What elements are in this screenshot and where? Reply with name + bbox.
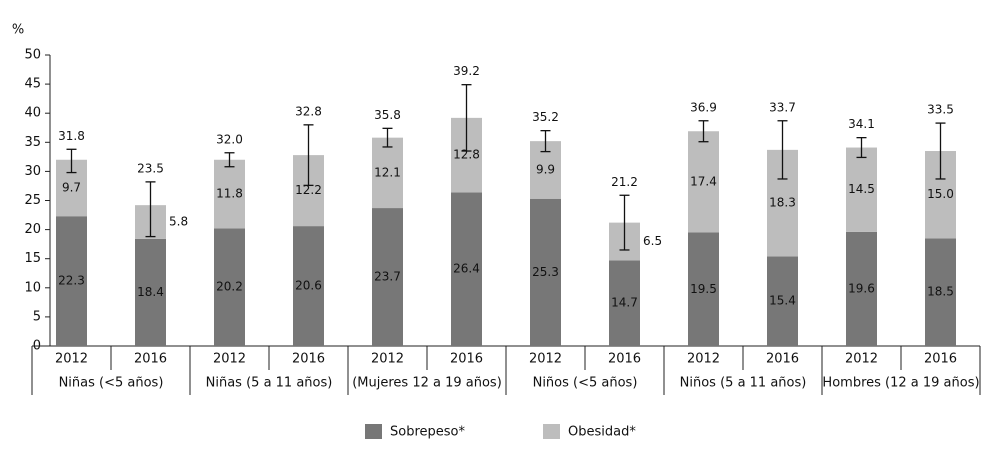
x-tick-label: 2016 [924, 352, 957, 367]
total-label: 23.5 [137, 161, 164, 175]
total-label: 33.7 [769, 100, 796, 114]
legend-label: Obesidad* [568, 425, 636, 440]
bar-segment [688, 232, 719, 346]
value-label: 9.7 [62, 180, 81, 194]
total-label: 21.2 [611, 175, 638, 189]
group-label: Niños (5 a 11 años) [680, 376, 807, 391]
value-label: 12.1 [374, 165, 401, 179]
y-tick-label: 5 [33, 309, 41, 324]
y-axis-label: % [12, 23, 24, 38]
bar-segment [56, 216, 87, 346]
value-label: 18.3 [769, 196, 796, 210]
legend-swatch [365, 424, 382, 439]
value-label: 14.7 [611, 296, 638, 310]
legend-swatch [543, 424, 560, 439]
bar-segment [609, 260, 640, 346]
value-label: 14.5 [848, 182, 875, 196]
y-tick-label: 35 [24, 135, 41, 150]
x-tick-label: 2012 [213, 352, 246, 367]
y-tick-label: 40 [24, 106, 41, 121]
y-tick-label: 45 [24, 77, 41, 92]
total-label: 33.5 [927, 103, 954, 117]
x-tick-label: 2016 [766, 352, 799, 367]
value-label: 18.5 [927, 285, 954, 299]
x-tick-label: 2012 [687, 352, 720, 367]
value-label: 17.4 [690, 174, 717, 188]
total-label: 39.2 [453, 64, 480, 78]
value-label: 19.6 [848, 281, 875, 295]
bar-segment [451, 192, 482, 346]
bar-segment [925, 238, 956, 346]
value-label: 12.8 [453, 148, 480, 162]
value-label: 12.2 [295, 183, 322, 197]
y-tick-label: 30 [24, 164, 41, 179]
x-tick-label: 2012 [845, 352, 878, 367]
x-tick-label: 2012 [529, 352, 562, 367]
group-label: Niños (<5 años) [533, 376, 638, 391]
bar-segment [293, 226, 324, 346]
y-tick-label: 25 [24, 193, 41, 208]
value-label: 5.8 [169, 215, 188, 229]
bar-segment [530, 198, 561, 346]
value-label: 15.0 [927, 187, 954, 201]
legend-label: Sobrepeso* [390, 425, 465, 440]
value-label: 15.4 [769, 294, 796, 308]
x-tick-label: 2016 [450, 352, 483, 367]
bar-segment [372, 208, 403, 346]
bar-segment [846, 231, 877, 346]
bar-segment [135, 238, 166, 346]
value-label: 6.5 [643, 234, 662, 248]
value-label: 20.6 [295, 279, 322, 293]
x-tick-label: 2016 [608, 352, 641, 367]
group-label: Niñas (<5 años) [59, 376, 164, 391]
value-label: 23.7 [374, 270, 401, 284]
total-label: 31.8 [58, 129, 85, 143]
value-label: 20.2 [216, 280, 243, 294]
bar-segment [214, 228, 245, 346]
total-label: 35.2 [532, 110, 559, 124]
value-label: 11.8 [216, 187, 243, 201]
total-label: 32.0 [216, 132, 243, 146]
bar-segment [767, 256, 798, 346]
x-tick-label: 2012 [371, 352, 404, 367]
bar-segment [214, 159, 245, 229]
value-label: 26.4 [453, 262, 480, 276]
group-label: Hombres (12 a 19 años) [822, 376, 979, 391]
value-label: 18.4 [137, 285, 164, 299]
x-tick-label: 2016 [134, 352, 167, 367]
group-label: (Mujeres 12 a 19 años) [352, 376, 502, 391]
y-tick-label: 10 [24, 280, 41, 295]
value-label: 19.5 [690, 282, 717, 296]
bar-segment [688, 131, 719, 233]
bar-segment [846, 147, 877, 232]
bar-segment [372, 137, 403, 209]
total-label: 36.9 [690, 100, 717, 114]
x-tick-label: 2012 [55, 352, 88, 367]
value-label: 25.3 [532, 265, 559, 279]
total-label: 34.1 [848, 117, 875, 131]
value-label: 9.9 [536, 162, 555, 176]
x-tick-label: 2016 [292, 352, 325, 367]
group-label: Niñas (5 a 11 años) [206, 376, 333, 391]
value-label: 22.3 [58, 274, 85, 288]
y-tick-label: 50 [24, 48, 41, 63]
y-tick-label: 15 [24, 251, 41, 266]
total-label: 32.8 [295, 104, 322, 118]
total-label: 35.8 [374, 108, 401, 122]
y-tick-label: 20 [24, 222, 41, 237]
